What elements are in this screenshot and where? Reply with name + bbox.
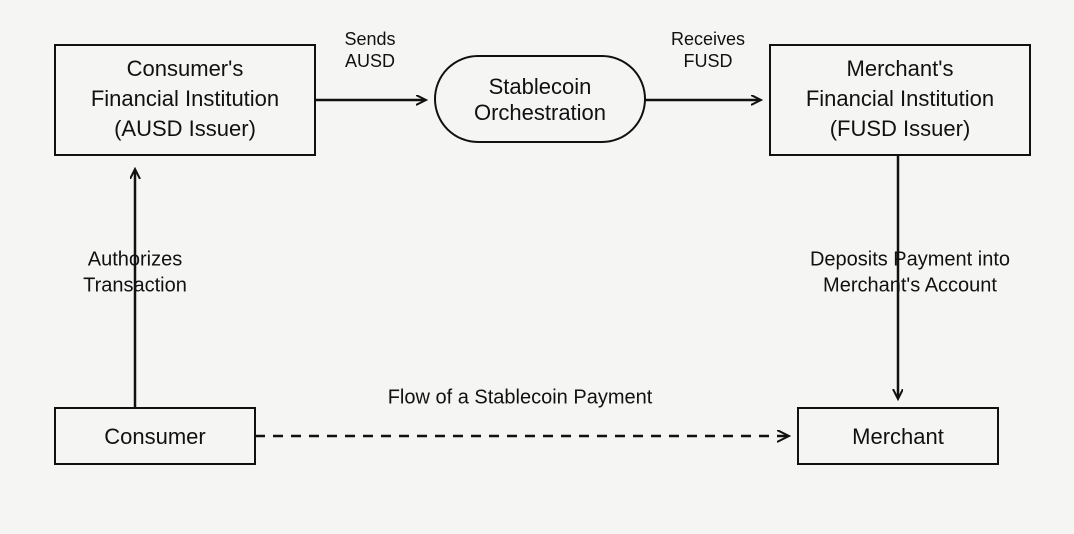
- consumer-fi-line3: (AUSD Issuer): [114, 116, 256, 141]
- sends-line1: Sends: [344, 29, 395, 49]
- merchant-fi-line2: Financial Institution: [806, 86, 994, 111]
- stablecoin-flow-diagram: Consumer's Financial Institution (AUSD I…: [0, 0, 1074, 534]
- edge-flow-caption: Flow of a Stablecoin Payment: [255, 386, 788, 436]
- node-orchestration: Stablecoin Orchestration: [435, 56, 645, 142]
- edge-sends-ausd: Sends AUSD: [315, 29, 425, 100]
- node-consumer: Consumer: [55, 408, 255, 464]
- consumer-label: Consumer: [104, 424, 205, 449]
- sends-line2: AUSD: [345, 51, 395, 71]
- consumer-fi-line1: Consumer's: [127, 56, 244, 81]
- receives-line2: FUSD: [684, 51, 733, 71]
- edge-authorizes-transaction: Authorizes Transaction: [83, 170, 187, 408]
- node-merchant: Merchant: [798, 408, 998, 464]
- orchestration-line2: Orchestration: [474, 100, 606, 125]
- orchestration-line1: Stablecoin: [489, 74, 592, 99]
- node-consumer-fi: Consumer's Financial Institution (AUSD I…: [55, 45, 315, 155]
- receives-line1: Receives: [671, 29, 745, 49]
- merchant-fi-line3: (FUSD Issuer): [830, 116, 971, 141]
- deposits-line2: Merchant's Account: [823, 274, 997, 296]
- authorizes-line1: Authorizes: [88, 248, 183, 270]
- deposits-line1: Deposits Payment into: [810, 248, 1010, 270]
- edge-deposits-payment: Deposits Payment into Merchant's Account: [810, 155, 1010, 398]
- consumer-fi-line2: Financial Institution: [91, 86, 279, 111]
- authorizes-line2: Transaction: [83, 274, 187, 296]
- edge-receives-fusd: Receives FUSD: [645, 29, 760, 100]
- merchant-fi-line1: Merchant's: [847, 56, 954, 81]
- merchant-label: Merchant: [852, 424, 944, 449]
- node-merchant-fi: Merchant's Financial Institution (FUSD I…: [770, 45, 1030, 155]
- flow-caption-text: Flow of a Stablecoin Payment: [388, 386, 653, 408]
